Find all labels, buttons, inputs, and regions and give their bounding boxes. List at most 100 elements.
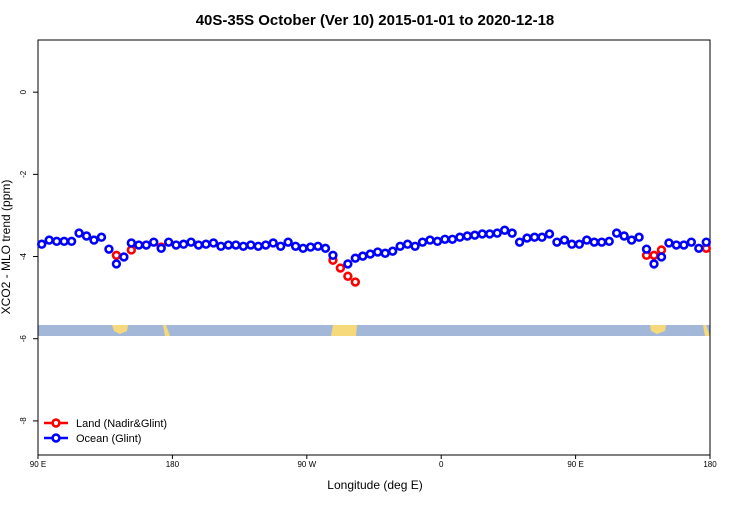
x-tick-label: 0	[439, 460, 444, 469]
point	[582, 235, 592, 245]
point	[193, 240, 204, 250]
point	[343, 271, 353, 281]
point	[171, 240, 181, 250]
point	[358, 251, 368, 261]
x-tick-label: 180	[166, 460, 180, 469]
point	[664, 238, 674, 248]
point	[111, 250, 122, 261]
point	[335, 263, 346, 273]
legend-label: Land (Nadir&Glint)	[76, 418, 167, 430]
legend-label: Ocean (Glint)	[76, 433, 141, 445]
coastline-strip	[38, 325, 710, 336]
point	[522, 233, 532, 243]
point	[141, 240, 151, 250]
point	[223, 240, 234, 250]
point	[111, 259, 122, 269]
point	[402, 239, 413, 249]
point	[51, 236, 62, 247]
point	[470, 230, 480, 240]
x-tick-label: 180	[703, 460, 717, 469]
point	[201, 239, 211, 249]
point	[290, 241, 301, 251]
point	[74, 228, 84, 238]
point	[410, 241, 420, 251]
y-tick-label: -8	[19, 417, 28, 425]
point	[275, 241, 286, 251]
point	[537, 232, 547, 242]
point	[686, 237, 697, 247]
point	[298, 243, 308, 254]
point	[485, 229, 495, 239]
point	[96, 232, 107, 242]
point	[350, 253, 361, 263]
point	[477, 229, 487, 239]
point	[462, 231, 473, 241]
point	[163, 237, 174, 247]
point	[559, 235, 570, 245]
point	[387, 246, 398, 256]
point	[552, 237, 562, 247]
point	[261, 240, 271, 250]
point	[619, 231, 629, 241]
point	[186, 237, 196, 247]
point	[626, 235, 637, 245]
y-tick-label: -2	[19, 170, 28, 178]
point	[641, 244, 652, 254]
point	[514, 237, 525, 247]
point	[701, 237, 711, 247]
point	[126, 238, 137, 248]
point	[89, 235, 99, 245]
y-axis-label: XCO2 - MLO trend (ppm)	[0, 180, 13, 315]
point	[611, 228, 622, 238]
y-tick-label: 0	[19, 89, 28, 94]
y-tick-label: -4	[19, 252, 28, 260]
point	[246, 240, 256, 250]
point	[694, 243, 704, 254]
point	[679, 240, 689, 250]
point	[529, 232, 540, 242]
point	[671, 240, 682, 250]
x-tick-label: 90 E	[30, 460, 46, 469]
point	[574, 239, 585, 249]
point	[37, 239, 47, 249]
point	[634, 232, 644, 242]
ocean-strip	[38, 325, 710, 336]
point	[492, 228, 502, 238]
point	[432, 236, 443, 247]
point	[567, 239, 577, 249]
point	[425, 235, 435, 245]
point	[328, 250, 338, 261]
legend-marker	[51, 433, 61, 443]
point	[59, 236, 69, 247]
point	[156, 243, 166, 254]
point	[216, 241, 226, 251]
point	[283, 237, 293, 247]
point	[597, 237, 607, 247]
x-tick-label: 90 E	[567, 460, 583, 469]
point	[417, 237, 428, 247]
point	[499, 225, 510, 235]
point	[208, 238, 219, 248]
point	[313, 241, 323, 251]
point	[649, 250, 659, 261]
point	[649, 259, 659, 269]
point	[380, 248, 390, 258]
x-axis-label: Longitude (deg E)	[327, 478, 422, 492]
point	[373, 247, 383, 257]
point	[447, 234, 458, 244]
point	[589, 237, 599, 247]
x-tick-label: 90 W	[297, 460, 316, 469]
land-blob	[112, 325, 128, 334]
land-blob	[163, 325, 170, 336]
point	[238, 241, 249, 251]
point	[104, 244, 114, 254]
point	[66, 236, 77, 247]
point	[365, 249, 375, 259]
point	[268, 238, 278, 248]
land-blob	[331, 325, 357, 336]
point	[305, 242, 316, 252]
point	[253, 241, 263, 251]
point	[44, 235, 54, 245]
point	[231, 240, 241, 250]
point	[81, 231, 92, 241]
